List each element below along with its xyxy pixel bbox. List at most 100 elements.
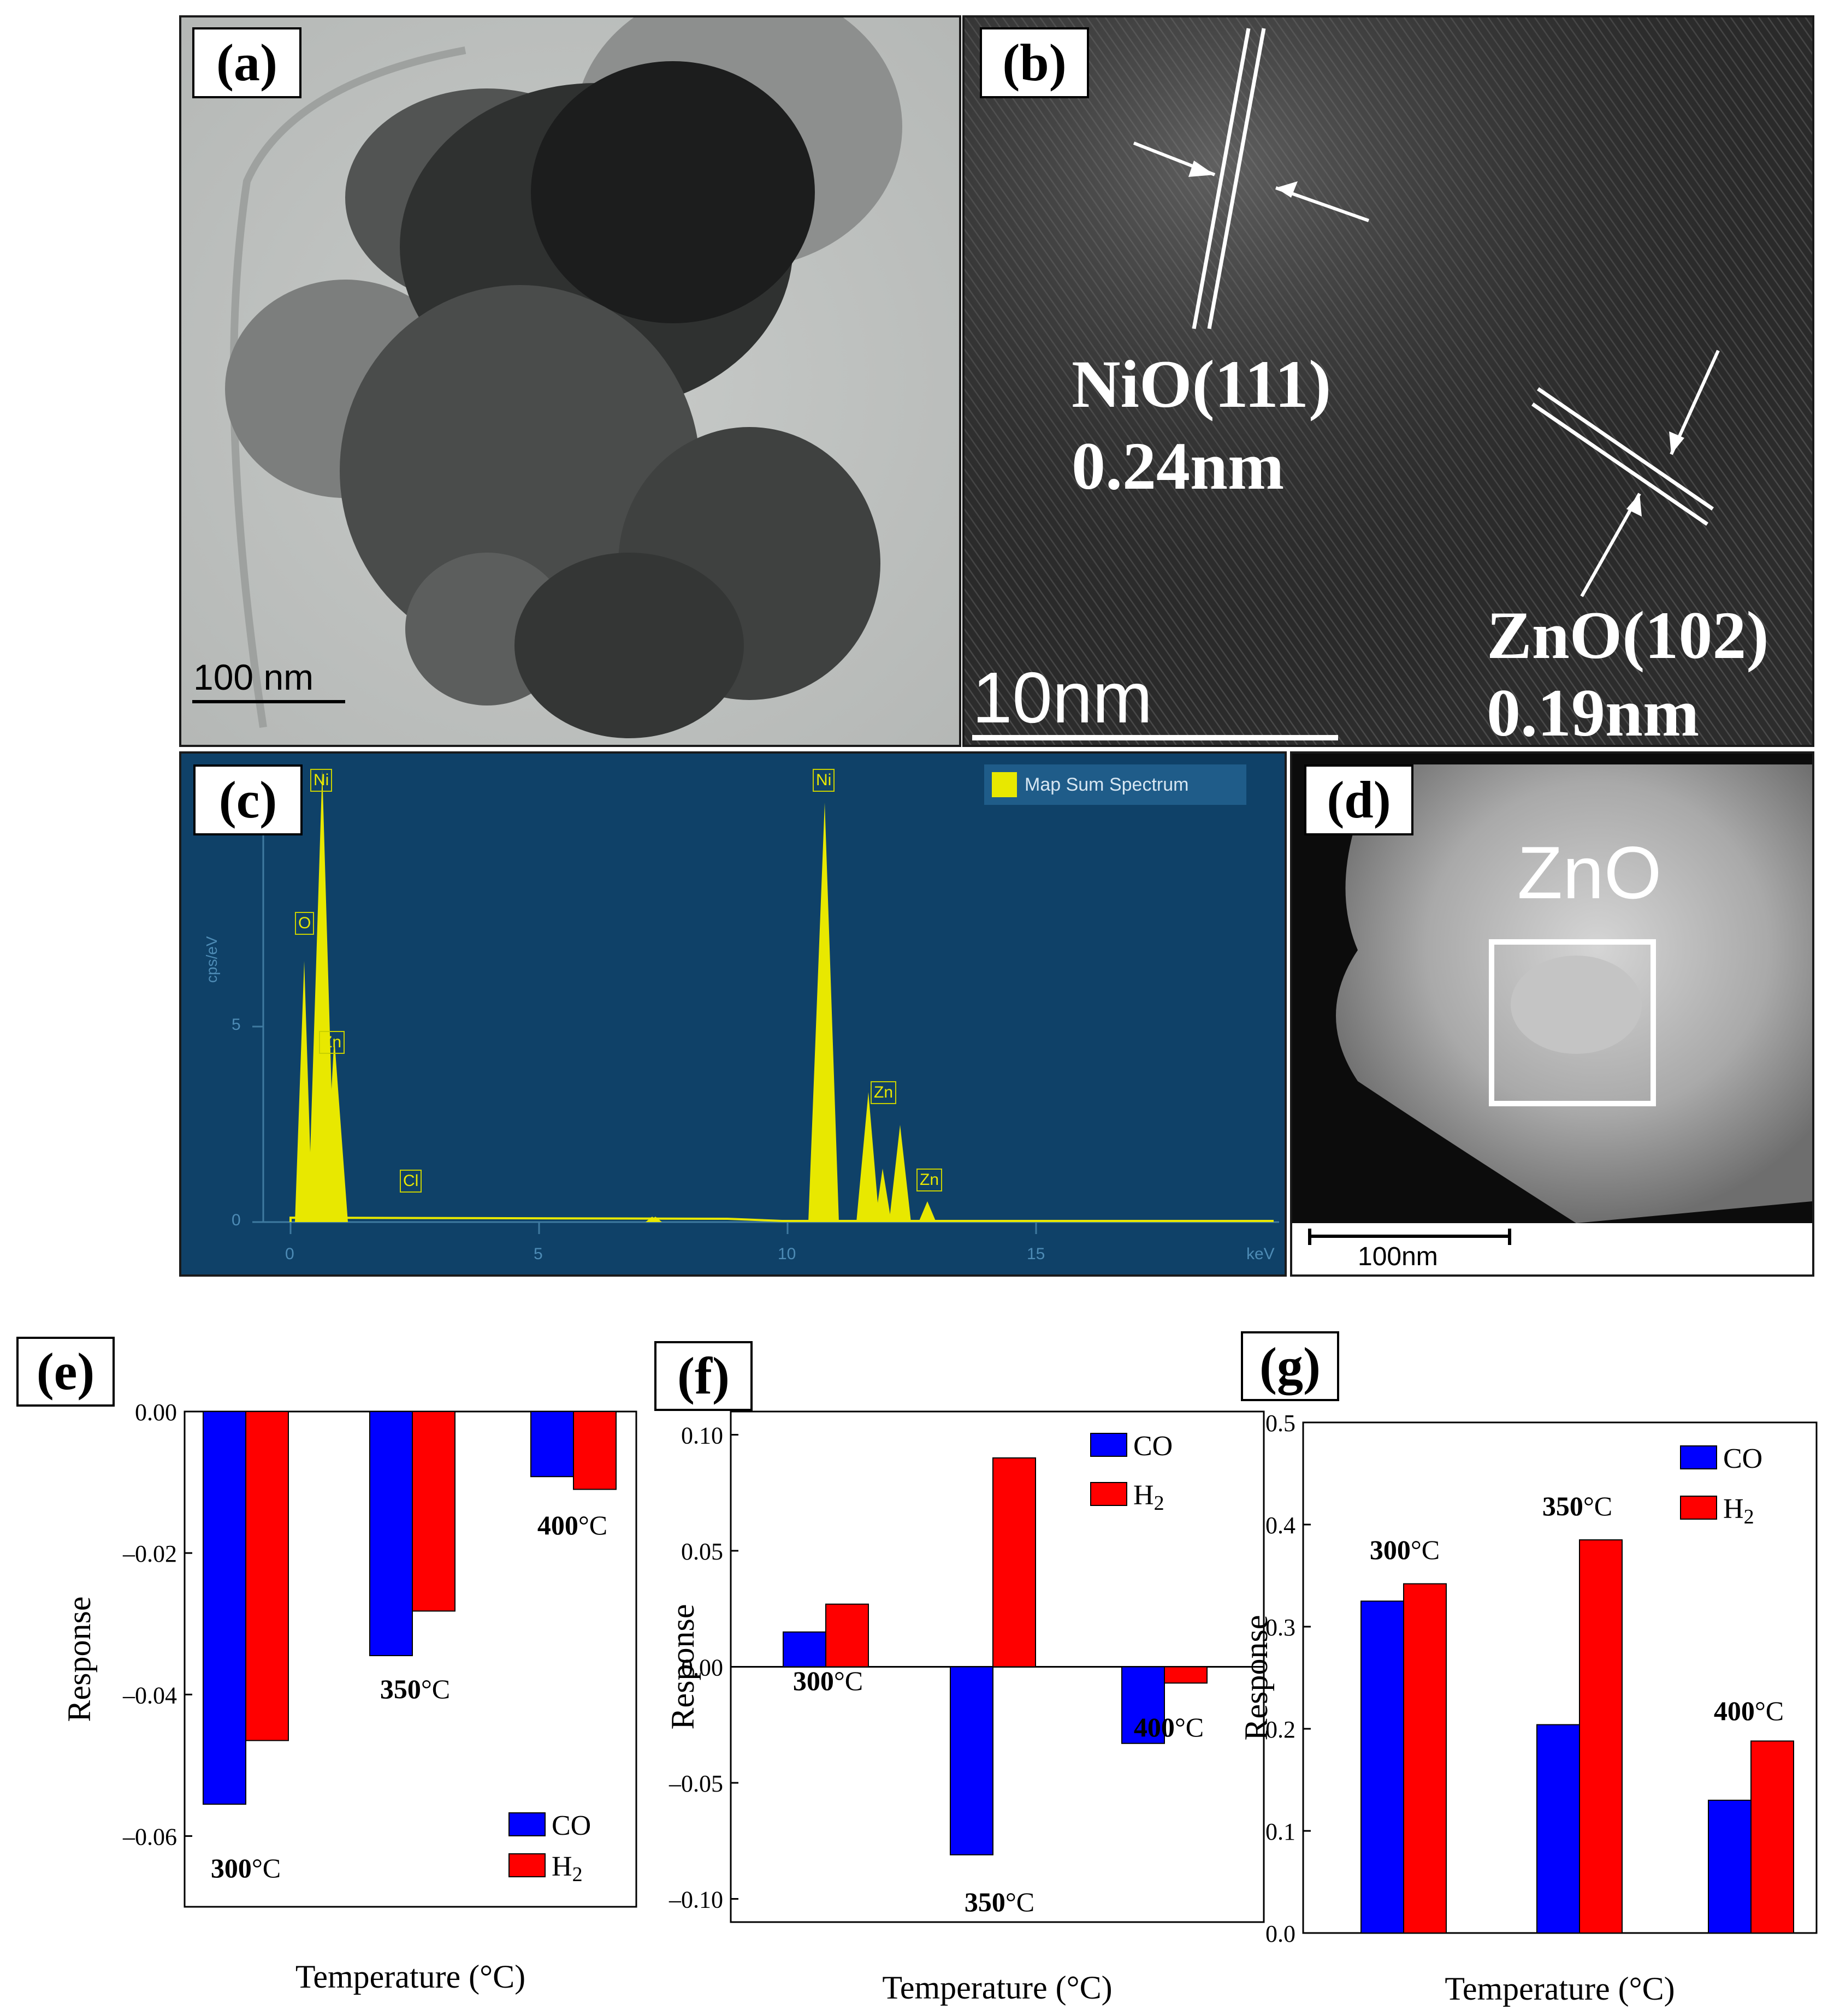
tem-image-panel-a: (a) 100 nm xyxy=(179,15,961,747)
chart-e-category-label-0: 300°C xyxy=(211,1853,281,1883)
chart-f-legend-label-0: CO xyxy=(1133,1431,1173,1462)
chart-e-legend-label-0: CO xyxy=(552,1810,591,1841)
zno-region-box xyxy=(1489,939,1656,1106)
chart-f-ytick-label: –0.05 xyxy=(669,1770,723,1797)
peak-label-zn-kb: Zn xyxy=(916,1169,943,1191)
chart-e-ytick-label: 0.00 xyxy=(135,1399,177,1426)
panel-label-d: (d) xyxy=(1304,764,1413,835)
chart-e-xlabel: Temperature (°C) xyxy=(295,1959,525,1995)
chart-e-category-label-2: 400°C xyxy=(537,1510,607,1540)
scale-bar-label-a: 100 nm xyxy=(193,657,314,697)
panel-label-a: (a) xyxy=(192,27,301,98)
eds-y-tick-5: 5 xyxy=(232,1016,241,1034)
zno-fringe-line-2 xyxy=(1531,402,1708,526)
peak-zn-ka xyxy=(889,1125,911,1222)
panel-label-c: (c) xyxy=(193,764,303,835)
zno-annotation-plane: ZnO(102) xyxy=(1487,598,1769,673)
chart-f-ylabel: Response xyxy=(665,1604,701,1730)
stem-particle xyxy=(1292,754,1812,1274)
chart-f-category-label-0: 300°C xyxy=(793,1665,863,1696)
peak-zn-kb xyxy=(919,1201,936,1222)
peak-o xyxy=(295,961,312,1222)
chart-f-ytick-label: –0.10 xyxy=(669,1887,723,1913)
chart-g-bar-co-2 xyxy=(1708,1799,1752,1934)
eds-spectrum-plot xyxy=(181,754,1285,1274)
chart-g-ytick-label: 0.4 xyxy=(1265,1512,1295,1539)
chart-f-legend-label-1: H2 xyxy=(1133,1480,1164,1515)
chart-e-bar-h2-0 xyxy=(245,1411,289,1741)
panel-label-f: (f) xyxy=(654,1341,753,1411)
eds-legend: Map Sum Spectrum xyxy=(984,764,1246,805)
eds-x-tick-10: 10 xyxy=(778,1245,796,1263)
chart-g-category-label-0: 300°C xyxy=(1370,1534,1440,1565)
chart-g-ytick-label: 0.3 xyxy=(1265,1614,1295,1641)
chart-g-legend-label-1: H2 xyxy=(1723,1493,1754,1528)
chart-e-ytick-label: –0.06 xyxy=(122,1823,177,1850)
panel-label-g: (g) xyxy=(1241,1331,1339,1401)
chart-g-ylabel: Response xyxy=(1238,1615,1274,1741)
scale-bar-b xyxy=(972,735,1338,740)
chart-e-bar-co-1 xyxy=(369,1411,413,1657)
chart-f-category-label-2: 400°C xyxy=(1134,1712,1204,1742)
peak-label-cl: Cl xyxy=(400,1170,422,1193)
chart-e-bar-co-2 xyxy=(530,1411,574,1478)
chart-e-ylabel: Response xyxy=(61,1597,97,1722)
chart-f-bar-co-0 xyxy=(783,1631,826,1668)
eds-x-tick-5: 5 xyxy=(534,1245,543,1263)
chart-f-legend-swatch-0 xyxy=(1090,1433,1127,1457)
zno-fringe-line-1 xyxy=(1537,387,1714,511)
eds-spectrum-panel-c: cps/eV 0 5 0 5 10 15 keV Ni O Zn Cl Ni Z… xyxy=(179,751,1287,1277)
chart-e-legend-swatch-0 xyxy=(508,1812,546,1836)
scale-bar-a xyxy=(192,700,345,703)
eds-legend-label: Map Sum Spectrum xyxy=(1025,774,1189,795)
lattice-fringes xyxy=(965,17,1812,745)
peak-label-ni-l: Ni xyxy=(310,769,333,792)
chart-f-ytick-label: 0.00 xyxy=(681,1655,723,1681)
peak-label-o: O xyxy=(295,912,315,935)
panel-label-e: (e) xyxy=(16,1337,115,1407)
chart-e-bar-co-0 xyxy=(203,1411,246,1805)
peak-label-zn-l: Zn xyxy=(319,1031,345,1054)
peak-ni-ka xyxy=(808,803,839,1222)
scale-bar-label-b: 10nm xyxy=(972,657,1153,738)
chart-f-ytick-label: 0.10 xyxy=(681,1422,723,1449)
chart-f-legend-swatch-1 xyxy=(1090,1482,1127,1506)
chart-f-bar-co-2 xyxy=(1121,1666,1165,1744)
chart-e-legend-swatch-1 xyxy=(508,1853,546,1877)
chart-f-bar-co-1 xyxy=(950,1666,993,1855)
eds-legend-swatch xyxy=(992,772,1017,797)
peak-label-zn-ka: Zn xyxy=(871,1081,897,1104)
chart-g-category-label-1: 350°C xyxy=(1542,1491,1612,1521)
chart-g-legend-label-0: CO xyxy=(1723,1443,1762,1474)
chart-g-ytick-label: 0.0 xyxy=(1265,1920,1295,1947)
panel-label-b: (b) xyxy=(980,27,1089,98)
scale-bar-label-d: 100nm xyxy=(1358,1242,1438,1271)
chart-f-bar-h2-2 xyxy=(1164,1666,1208,1684)
chart-f-ytick-label: 0.05 xyxy=(681,1538,723,1565)
peak-label-ni-k: Ni xyxy=(813,769,835,792)
chart-e-bar-h2-2 xyxy=(573,1411,617,1490)
chart-g-bar-h2-0 xyxy=(1403,1583,1447,1934)
nio-annotation-spacing: 0.24nm xyxy=(1072,429,1285,503)
chart-f-xlabel: Temperature (°C) xyxy=(882,1970,1112,2006)
chart-e-ytick-label: –0.04 xyxy=(122,1682,177,1709)
hrtem-image-panel-b: (b) NiO(111) 0.24nm ZnO(102) 0.19nm 10nm xyxy=(962,15,1814,747)
chart-g-bar-co-0 xyxy=(1360,1600,1404,1934)
peak-zn-l xyxy=(324,1037,348,1222)
tem-image-particles xyxy=(181,17,959,745)
chart-g-bar-co-1 xyxy=(1536,1724,1580,1934)
chart-f-bar-h2-0 xyxy=(825,1603,869,1668)
chart-f-category-label-1: 350°C xyxy=(965,1887,1034,1917)
chart-g-bar-h2-1 xyxy=(1579,1539,1623,1934)
nio-fringe-line-1 xyxy=(1192,28,1251,329)
chart-g-legend-swatch-0 xyxy=(1680,1445,1717,1469)
eds-x-tick-15: 15 xyxy=(1027,1245,1045,1263)
chart-f-bar-h2-1 xyxy=(992,1457,1036,1668)
chart-e-category-label-1: 350°C xyxy=(380,1674,450,1704)
chart-g-ytick-label: 0.1 xyxy=(1265,1818,1295,1845)
chart-g-xlabel: Temperature (°C) xyxy=(1445,1971,1675,2007)
nio-annotation-plane: NiO(111) xyxy=(1072,347,1332,422)
zno-region-label: ZnO xyxy=(1517,831,1662,914)
chart-e-ytick-label: –0.02 xyxy=(122,1540,177,1567)
